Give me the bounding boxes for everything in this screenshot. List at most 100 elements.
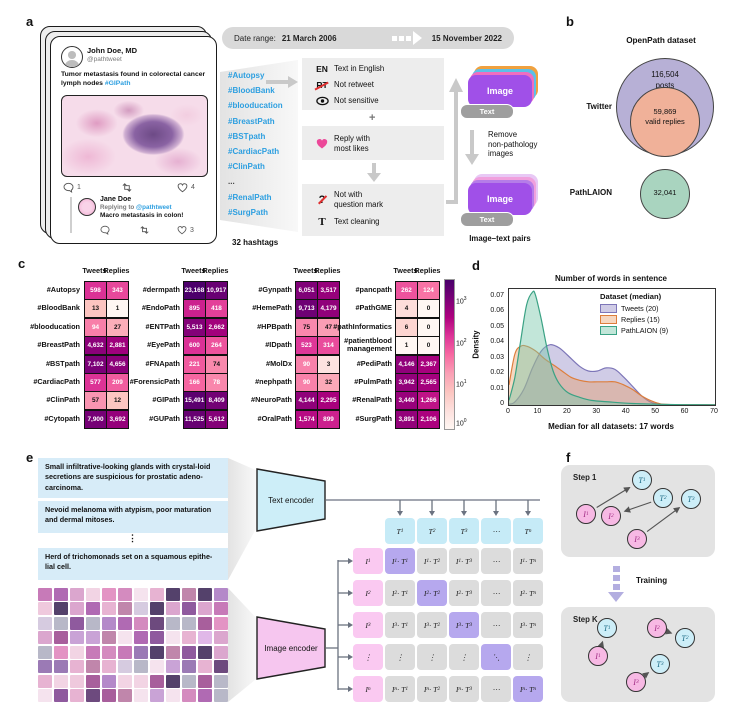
hashtag-item[interactable]: #BSTpath bbox=[228, 131, 266, 141]
x-tick-label: 60 bbox=[680, 408, 689, 415]
hashtag-item[interactable]: #BloodBank bbox=[228, 86, 275, 96]
retweet-icon bbox=[122, 183, 132, 192]
matrix-cell: ⋱ bbox=[481, 644, 511, 670]
heart-icon bbox=[177, 226, 187, 235]
density-line-Replies (15) bbox=[509, 344, 715, 405]
replies-unit: valid replies bbox=[645, 117, 685, 127]
mosaic-tile bbox=[165, 602, 181, 616]
heatmap-cell: 4,146 bbox=[395, 354, 418, 374]
filter-row: ?Not with question mark bbox=[310, 190, 438, 209]
twitter-label: Twitter bbox=[586, 102, 612, 111]
hashtag-item[interactable]: #BreastPath bbox=[228, 116, 275, 126]
heatmap-row-label: #BloodBank bbox=[37, 303, 80, 313]
mosaic-tile bbox=[165, 631, 181, 645]
mosaic-tile bbox=[181, 588, 197, 601]
hashtag-item[interactable]: #RenalPath bbox=[228, 192, 272, 202]
matrix-cell: ⋯ bbox=[481, 580, 511, 606]
heatmap-cell: 13 bbox=[84, 299, 107, 319]
matrix-cell: ⋮ bbox=[449, 644, 479, 670]
heatmap-row-label: #ClinPath bbox=[46, 395, 80, 405]
comment-icon bbox=[63, 182, 74, 193]
mosaic-tile bbox=[53, 674, 69, 688]
legend-entry: PathLAION (9) bbox=[600, 325, 668, 336]
mosaic-tile bbox=[53, 689, 69, 702]
mosaic-tile bbox=[69, 674, 85, 688]
density-area-Tweets (20) bbox=[509, 344, 715, 405]
captions-ellipsis: ⋮ bbox=[128, 533, 137, 543]
reply-comment[interactable] bbox=[100, 225, 110, 235]
mosaic-tile bbox=[38, 645, 53, 659]
replying-to-label: Replying to bbox=[100, 204, 137, 211]
matrix-cell: ⋮ bbox=[385, 644, 415, 670]
replying-to-handle[interactable]: @pathtweet bbox=[136, 204, 172, 211]
heatmap-cell: 262 bbox=[395, 281, 418, 300]
mosaic-tile bbox=[69, 660, 85, 674]
reply-like-count[interactable]: 3 bbox=[177, 225, 194, 235]
mosaic-tile bbox=[85, 660, 101, 674]
hashtag-item[interactable]: #SurgPath bbox=[228, 207, 269, 217]
heatmap-row-label: #IDpath bbox=[265, 340, 292, 350]
tweet-retweet[interactable] bbox=[121, 182, 133, 193]
mosaic-tile bbox=[69, 602, 85, 616]
venn-replies-circle: 59,869 valid replies bbox=[630, 87, 700, 157]
heatmap-cell: 166 bbox=[183, 373, 206, 392]
elbow-arrow-icon bbox=[446, 78, 463, 204]
heatmap-cell: 2,881 bbox=[106, 336, 129, 356]
reply-retweet[interactable] bbox=[139, 225, 150, 235]
heatmap-cell: 1,574 bbox=[295, 409, 318, 429]
mosaic-tile bbox=[181, 645, 197, 659]
tweet-card: John Doe, MD @pathtweet Tumor metastasis… bbox=[50, 36, 217, 244]
mosaic-tile bbox=[213, 689, 228, 702]
heatmap-cell: 221 bbox=[183, 354, 206, 374]
date-range-label: Date range: bbox=[234, 33, 276, 43]
mosaic-tile bbox=[117, 660, 133, 674]
mosaic-tile bbox=[213, 674, 228, 688]
image-box: Image bbox=[468, 75, 532, 107]
text-beam bbox=[228, 458, 256, 580]
colorbar-tick: 101 bbox=[456, 379, 467, 389]
heatmap-header-replies: Replies bbox=[103, 266, 130, 275]
hashtag-item[interactable]: #Autopsy bbox=[228, 71, 265, 80]
filter-label: Reply with most likes bbox=[334, 134, 370, 153]
legend-swatch bbox=[600, 326, 617, 335]
heatmap-cell: 1 bbox=[395, 336, 418, 356]
hashtag-item[interactable]: ... bbox=[228, 177, 235, 187]
filter-box-2: Reply with most likes bbox=[302, 126, 444, 160]
mosaic-tile bbox=[133, 660, 149, 674]
tweet-like-count[interactable]: 4 bbox=[177, 182, 195, 193]
hashtag-item[interactable]: #blooducation bbox=[228, 101, 283, 111]
filter-row: T Text cleaning bbox=[310, 216, 438, 228]
arrow-right-icon bbox=[266, 76, 298, 88]
mosaic-tile bbox=[181, 616, 197, 630]
tweet-comment-count[interactable]: 1 bbox=[63, 182, 81, 193]
tweet-hashtag[interactable]: #GIPath bbox=[104, 80, 131, 88]
training-arrow-dash bbox=[613, 575, 620, 581]
heatmap-cell: 57 bbox=[84, 391, 107, 411]
plus-sign: + bbox=[369, 112, 376, 124]
date-end: 15 November 2022 bbox=[431, 33, 502, 43]
panel-letter-d: d bbox=[472, 258, 480, 273]
heatmap-row-label: #CardiacPath bbox=[33, 377, 80, 386]
mosaic-tile bbox=[165, 616, 181, 630]
mosaic-tile bbox=[213, 645, 228, 659]
mosaic-tile bbox=[197, 631, 213, 645]
mosaic-tile bbox=[197, 645, 213, 659]
hashtag-item[interactable]: #ClinPath bbox=[228, 162, 265, 172]
x-tick-label: 30 bbox=[592, 408, 601, 415]
hashtag-item[interactable]: #CardiacPath bbox=[228, 147, 280, 157]
heatmap-cell: 15,491 bbox=[183, 391, 206, 411]
mosaic-tile bbox=[101, 645, 117, 659]
mosaic-tile bbox=[149, 645, 165, 659]
colorbar-tick: 102 bbox=[456, 337, 467, 347]
image-box: Image bbox=[468, 183, 532, 215]
filter-row: Not sensitive bbox=[310, 96, 438, 106]
